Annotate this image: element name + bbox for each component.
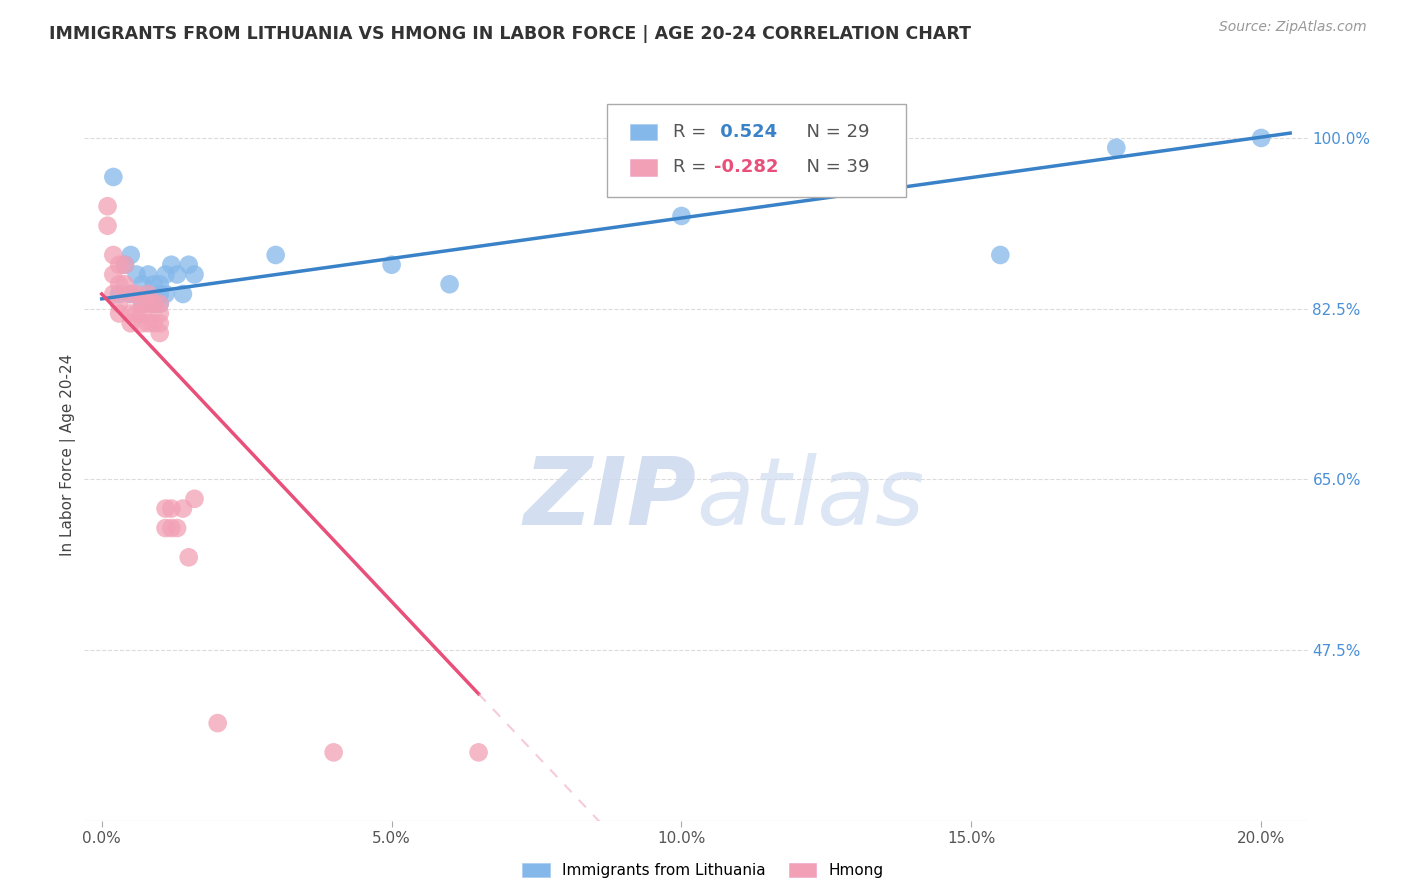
Point	[166, 521, 188, 535]
Point	[131, 306, 153, 320]
Point	[149, 306, 172, 320]
Point	[96, 219, 118, 233]
FancyBboxPatch shape	[630, 160, 657, 176]
Point	[149, 297, 172, 311]
Point	[1105, 141, 1128, 155]
Point	[142, 316, 165, 330]
Legend: Immigrants from Lithuania, Hmong: Immigrants from Lithuania, Hmong	[516, 857, 890, 884]
Text: IMMIGRANTS FROM LITHUANIA VS HMONG IN LABOR FORCE | AGE 20-24 CORRELATION CHART: IMMIGRANTS FROM LITHUANIA VS HMONG IN LA…	[49, 25, 972, 43]
Point	[136, 316, 159, 330]
Point	[149, 316, 172, 330]
Point	[125, 306, 148, 320]
Text: Source: ZipAtlas.com: Source: ZipAtlas.com	[1219, 20, 1367, 34]
Point	[155, 287, 177, 301]
Point	[149, 287, 172, 301]
Point	[439, 277, 461, 292]
Point	[125, 268, 148, 282]
Point	[108, 277, 131, 292]
Point	[142, 277, 165, 292]
Point	[172, 287, 194, 301]
Point	[103, 287, 125, 301]
Point	[108, 297, 131, 311]
Point	[142, 297, 165, 311]
Point	[149, 297, 172, 311]
Point	[108, 287, 131, 301]
Point	[149, 326, 172, 340]
Point	[160, 258, 183, 272]
Point	[108, 258, 131, 272]
Point	[142, 297, 165, 311]
Point	[322, 745, 344, 759]
Point	[264, 248, 287, 262]
Point	[207, 716, 229, 731]
Point	[1250, 131, 1272, 145]
Point	[136, 287, 159, 301]
Point	[120, 316, 142, 330]
Point	[103, 268, 125, 282]
Point	[114, 258, 136, 272]
Point	[136, 287, 159, 301]
Point	[108, 306, 131, 320]
Point	[155, 268, 177, 282]
Point	[149, 277, 172, 292]
Point	[131, 297, 153, 311]
Text: ZIP: ZIP	[523, 453, 696, 545]
Point	[155, 501, 177, 516]
Point	[96, 199, 118, 213]
Point	[183, 491, 205, 506]
Point	[183, 268, 205, 282]
FancyBboxPatch shape	[630, 124, 657, 140]
Point	[120, 287, 142, 301]
Point	[381, 258, 404, 272]
Point	[467, 745, 489, 759]
Point	[114, 258, 136, 272]
FancyBboxPatch shape	[606, 103, 907, 197]
Point	[177, 258, 200, 272]
Point	[103, 169, 125, 184]
Point	[155, 521, 177, 535]
Point	[103, 248, 125, 262]
Point	[131, 316, 153, 330]
Y-axis label: In Labor Force | Age 20-24: In Labor Force | Age 20-24	[60, 354, 76, 556]
Point	[120, 306, 142, 320]
Point	[177, 550, 200, 565]
Point	[131, 277, 153, 292]
Point	[131, 297, 153, 311]
Point	[172, 501, 194, 516]
Text: atlas: atlas	[696, 453, 924, 544]
Point	[120, 287, 142, 301]
Text: N = 39: N = 39	[794, 159, 869, 177]
Point	[114, 277, 136, 292]
Text: R =: R =	[672, 122, 711, 141]
Point	[166, 268, 188, 282]
Point	[125, 287, 148, 301]
Point	[160, 501, 183, 516]
Point	[120, 248, 142, 262]
Point	[160, 521, 183, 535]
Point	[136, 297, 159, 311]
Point	[988, 248, 1011, 262]
Text: 0.524: 0.524	[714, 122, 778, 141]
Point	[136, 268, 159, 282]
Text: -0.282: -0.282	[714, 159, 779, 177]
Text: R =: R =	[672, 159, 711, 177]
Text: N = 29: N = 29	[794, 122, 869, 141]
Point	[671, 209, 693, 223]
